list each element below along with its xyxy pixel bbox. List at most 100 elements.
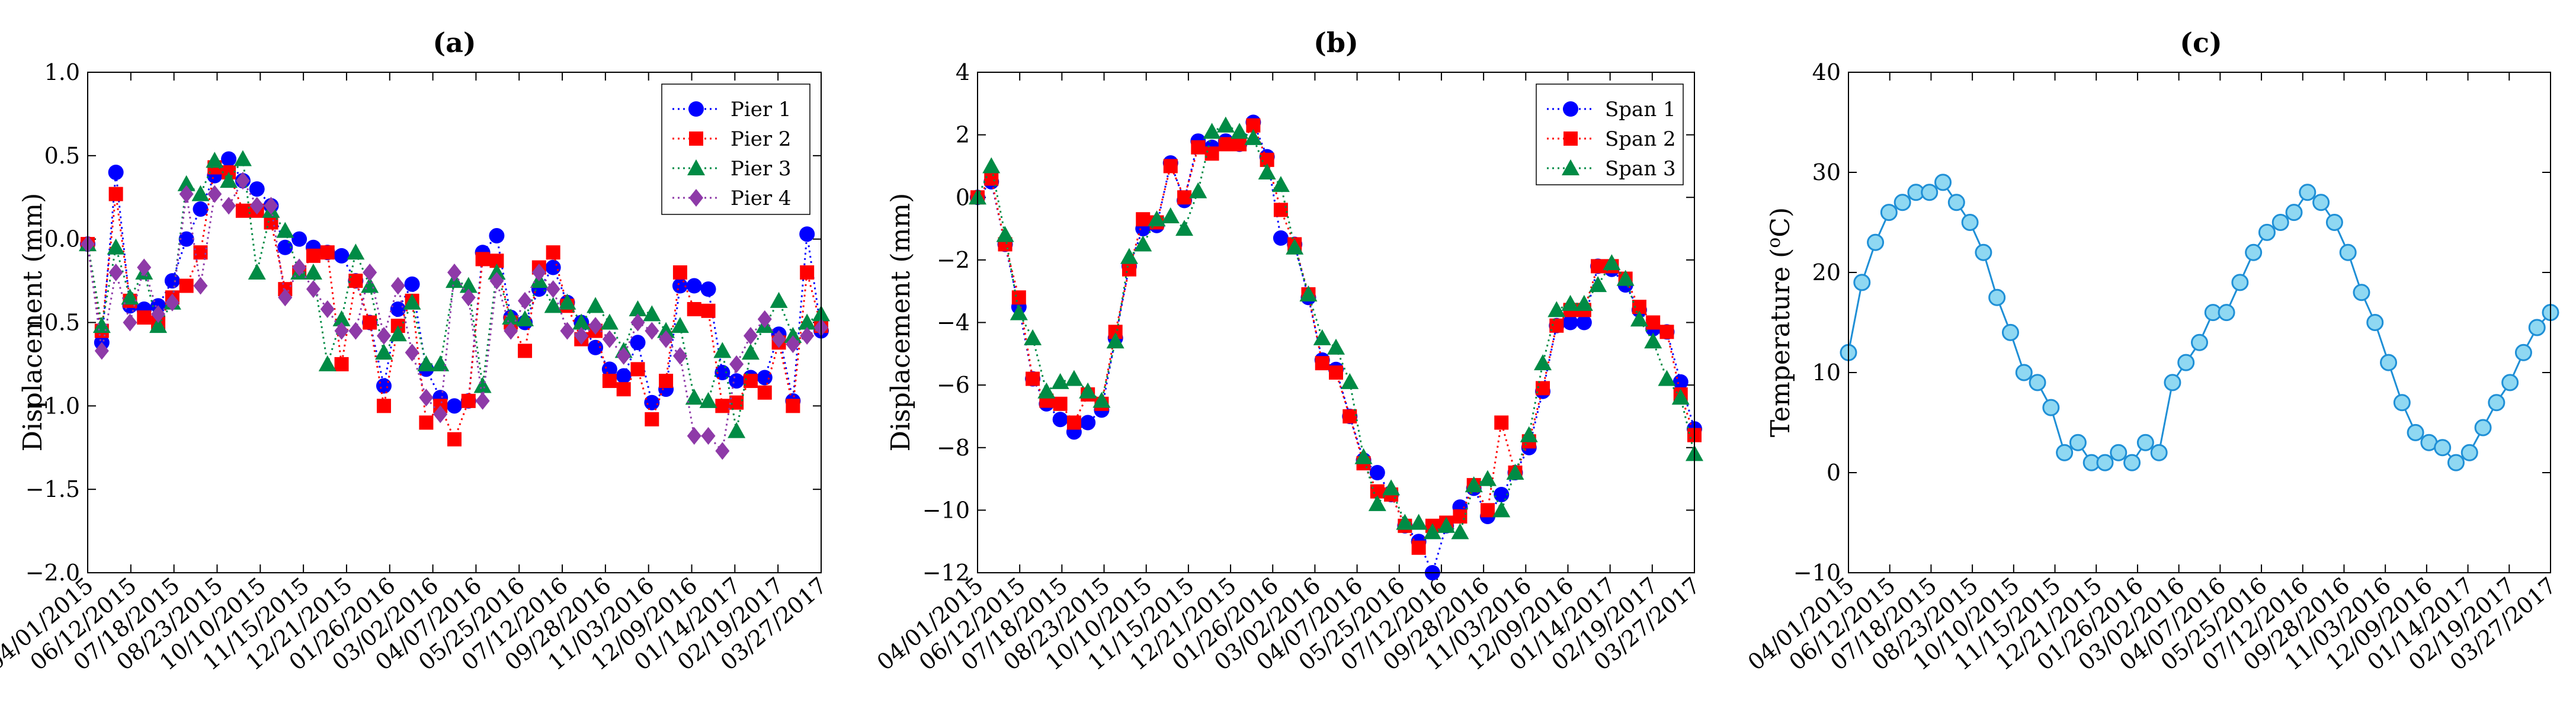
- data-point-pier-3: [713, 342, 732, 358]
- y-tick-label: −1.0: [25, 393, 80, 419]
- y-tick-label: 4: [956, 59, 970, 85]
- data-point-pier-3: [544, 297, 562, 313]
- data-point-pier-2: [419, 415, 434, 430]
- data-point-pier-4: [531, 264, 546, 281]
- data-point-span-3: [1575, 294, 1593, 311]
- data-point-pier-3: [191, 185, 210, 201]
- data-point-pier-3: [389, 325, 407, 342]
- y-tick-label: 30: [1812, 159, 1841, 185]
- data-point-pier-3: [741, 344, 760, 360]
- data-point-pier-1: [193, 201, 209, 217]
- data-point: [1947, 194, 1965, 211]
- data-point-pier-3: [770, 291, 788, 308]
- data-point-pier-2: [137, 310, 152, 325]
- data-point: [2285, 204, 2303, 222]
- legend-label-span-1: Span 1: [1605, 98, 1676, 121]
- data-point-pier-1: [447, 398, 462, 414]
- data-point-span-2: [1026, 371, 1040, 386]
- legend-marker-pier-4: [689, 189, 703, 207]
- data-point: [2001, 323, 2019, 341]
- data-point-pier-4: [123, 313, 137, 332]
- data-point-span-2: [1177, 190, 1192, 205]
- legend-label-pier-1: Pier 1: [730, 98, 792, 121]
- data-point-pier-1: [390, 301, 406, 317]
- data-point: [1975, 243, 1992, 261]
- data-point-pier-1: [249, 181, 265, 197]
- data-point: [2191, 333, 2208, 351]
- data-point-span-2: [1659, 325, 1674, 339]
- data-point-pier-4: [489, 272, 504, 290]
- data-point-span-3: [1409, 514, 1428, 530]
- data-point-pier-2: [447, 432, 462, 447]
- panel-b-plot-area: 420−2−4−6−8−10−1204/01/201506/12/201507/…: [872, 59, 1705, 676]
- data-point-pier-4: [588, 317, 603, 335]
- data-point-pier-1: [601, 361, 617, 377]
- data-point-pier-2: [235, 203, 250, 218]
- data-point-span-1: [1673, 374, 1689, 390]
- data-point-pier-2: [518, 344, 533, 358]
- data-point-span-3: [1396, 514, 1414, 530]
- data-point-pier-3: [347, 243, 365, 260]
- data-point: [1853, 274, 1871, 291]
- data-point-span-2: [1136, 212, 1151, 227]
- data-point-span-1: [1494, 486, 1510, 502]
- data-point-pier-4: [659, 330, 674, 348]
- data-point-span-2: [1232, 137, 1247, 152]
- data-point-span-2: [1480, 503, 1495, 518]
- data-point: [2514, 344, 2532, 361]
- data-point-span-2: [1343, 409, 1357, 423]
- data-point-pier-4: [560, 322, 575, 340]
- data-point-pier-2: [334, 357, 349, 371]
- y-tick-label: −2: [937, 247, 970, 273]
- data-point-span-2: [1204, 146, 1219, 161]
- data-point-pier-3: [177, 175, 196, 191]
- data-point-span-2: [1218, 137, 1233, 152]
- panel-c-title: (c): [2180, 27, 2222, 59]
- data-point-pier-3: [374, 344, 393, 360]
- data-point-span-2: [1591, 259, 1606, 274]
- data-point-span-3: [1313, 329, 1331, 345]
- data-point-pier-3: [403, 293, 421, 310]
- data-point-pier-2: [320, 245, 335, 260]
- legend-label-pier-2: Pier 2: [730, 127, 792, 151]
- data-point: [2339, 243, 2357, 261]
- data-point-pier-2: [461, 393, 476, 408]
- data-point-span-3: [1644, 332, 1662, 349]
- data-point-span-3: [1561, 294, 1579, 311]
- legend-marker-pier-3: [687, 159, 705, 175]
- y-tick-label: −8: [937, 435, 970, 461]
- data-point-pier-1: [277, 239, 293, 255]
- data-point-span-3: [1120, 248, 1138, 264]
- data-point-pier-2: [757, 385, 772, 400]
- data-point-pier-4: [687, 427, 701, 445]
- data-point-pier-1: [644, 394, 660, 410]
- data-point-span-3: [1203, 123, 1221, 139]
- data-point-pier-3: [206, 152, 224, 168]
- data-point: [2015, 364, 2033, 381]
- legend-label-span-2: Span 2: [1605, 127, 1676, 151]
- data-point-pier-3: [488, 264, 506, 280]
- data-point-pier-2: [630, 362, 645, 377]
- data-point-span-3: [1134, 235, 1152, 252]
- data-point-pier-1: [588, 339, 604, 355]
- data-point-pier-4: [207, 185, 222, 203]
- data-point-pier-2: [715, 399, 730, 413]
- data-point-pier-3: [121, 288, 139, 305]
- data-point-pier-4: [348, 322, 363, 340]
- data-point-span-3: [1368, 495, 1386, 511]
- data-point-pier-1: [616, 368, 632, 384]
- data-point-span-3: [1092, 391, 1111, 408]
- data-point-span-3: [1148, 210, 1166, 227]
- panel-c: (c) 403020100−1004/01/201506/12/201507/1…: [1743, 27, 2561, 676]
- data-point: [1893, 194, 1911, 211]
- data-point-pier-4: [306, 280, 321, 299]
- data-point-pier-4: [771, 330, 786, 348]
- legend-marker-span-3: [1562, 159, 1579, 175]
- data-point: [2325, 214, 2343, 231]
- data-point-span-2: [1411, 540, 1426, 555]
- data-point-span-3: [1547, 301, 1566, 317]
- data-point-pier-2: [786, 399, 800, 413]
- data-point-pier-1: [221, 151, 237, 167]
- y-tick-label: 2: [956, 122, 970, 148]
